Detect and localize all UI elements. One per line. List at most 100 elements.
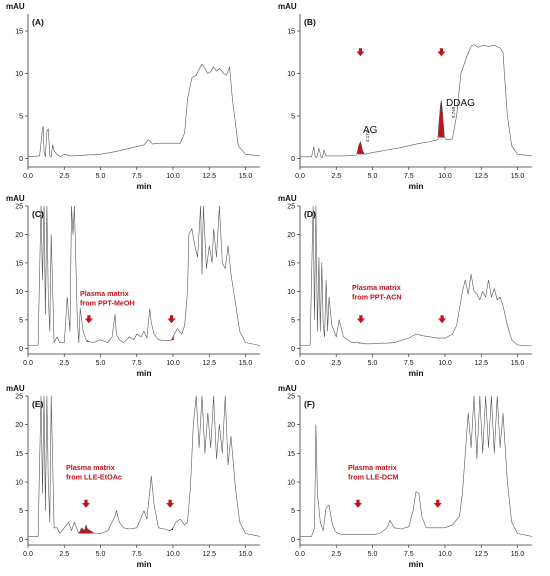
x-tick-label: 0.0 (295, 551, 305, 558)
y-tick-label: 10 (287, 71, 295, 78)
x-tick-label: 2.5 (59, 360, 69, 367)
x-tick-label: 12.5 (474, 551, 488, 558)
peak-arrow-marker (84, 315, 93, 324)
y-tick-label: 20 (287, 422, 295, 429)
x-tick-label: 7.5 (132, 173, 142, 180)
x-tick-label: 15.0 (239, 551, 253, 558)
y-tick-label: 5 (291, 114, 295, 121)
x-tick-label: 10.0 (438, 551, 452, 558)
matrix-annotation-line: from PPT-ACN (352, 293, 402, 302)
y-tick-label: 0 (291, 346, 295, 353)
panel-label: (C) (32, 209, 44, 219)
x-tick-label: 15.0 (511, 551, 525, 558)
matrix-annotation-line: from LLE-DCM (348, 473, 398, 482)
x-tick-label: 10.0 (438, 173, 452, 180)
y-tick-label: 15 (15, 260, 23, 267)
y-tick-label: 25 (15, 204, 23, 211)
x-tick-label: 2.5 (331, 173, 341, 180)
x-axis-title: min (136, 368, 151, 378)
x-tick-label: 15.0 (239, 173, 253, 180)
peak-name-label: AG (363, 125, 378, 136)
y-unit-label: mAU (6, 194, 25, 203)
y-tick-label: 0 (19, 537, 23, 544)
y-unit-label: mAU (278, 2, 297, 11)
y-tick-label: 0 (291, 156, 295, 163)
x-tick-label: 2.5 (59, 551, 69, 558)
chromatogram-panel: 0 5 10 15 20 25 0.0 2.5 5.0 7.5 10.0 12.5 15.0 mAU min… (6, 194, 261, 378)
peak-arrow-marker (438, 315, 447, 324)
y-tick-label: 10 (287, 479, 295, 486)
chromatogram-trace (28, 395, 261, 537)
retention-time-label: 9.748 (451, 106, 456, 118)
x-tick-label: 0.0 (295, 173, 305, 180)
y-tick-label: 25 (287, 204, 295, 211)
panel-label: (D) (304, 209, 316, 219)
peak-highlight (167, 527, 173, 531)
y-tick-label: 20 (15, 422, 23, 429)
x-axis-title: min (136, 559, 151, 569)
x-tick-label: 2.5 (331, 551, 341, 558)
y-tick-label: 0 (19, 156, 23, 163)
x-tick-label: 10.0 (166, 551, 180, 558)
x-tick-label: 0.0 (23, 173, 33, 180)
panel-label: (F) (304, 399, 315, 409)
chromatogram-panel: 0 5 10 15 0.0 2.5 5.0 7.5 10.0 12.5 15.0 mAU min (B) A… (278, 2, 533, 191)
x-tick-label: 5.0 (96, 173, 106, 180)
x-axis-title: min (408, 368, 423, 378)
chromatogram-trace (300, 44, 533, 158)
matrix-annotation-line: Plasma matrix (66, 463, 115, 472)
y-tick-label: 0 (19, 346, 23, 353)
x-tick-label: 5.0 (96, 360, 106, 367)
y-tick-label: 25 (287, 394, 295, 401)
y-tick-label: 15 (15, 451, 23, 458)
y-tick-label: 10 (15, 71, 23, 78)
x-tick-label: 15.0 (239, 360, 253, 367)
x-tick-label: 7.5 (404, 360, 414, 367)
peak-arrow-marker (356, 48, 365, 57)
y-unit-label: mAU (278, 384, 297, 393)
chromatogram-panel: 0 5 10 15 0.0 2.5 5.0 7.5 10.0 12.5 15.0 mAU min (A) (6, 2, 261, 191)
peak-name-label: DDAG (446, 98, 475, 109)
x-tick-label: 0.0 (295, 360, 305, 367)
chromatogram-trace (300, 395, 533, 537)
x-axis-title: min (408, 181, 423, 191)
y-tick-label: 15 (15, 29, 23, 36)
chromatogram-trace (300, 205, 533, 347)
y-unit-label: mAU (6, 384, 25, 393)
matrix-annotation-line: Plasma matrix (348, 463, 397, 472)
x-tick-label: 15.0 (511, 360, 525, 367)
peak-arrow-marker (356, 315, 365, 324)
retention-time-label: 4.174 (365, 130, 370, 142)
peak-arrow-marker (354, 499, 362, 508)
x-tick-label: 7.5 (404, 173, 414, 180)
peak-arrow-marker (433, 499, 442, 508)
x-tick-label: 2.5 (331, 360, 341, 367)
chromatogram-panel: 0 5 10 15 20 25 0.0 2.5 5.0 7.5 10.0 12.5 15.0 mAU min… (278, 194, 533, 378)
chromatogram-trace (27, 63, 261, 158)
x-tick-label: 12.5 (202, 551, 216, 558)
x-tick-label: 12.5 (474, 360, 488, 367)
y-tick-label: 5 (19, 114, 23, 121)
x-tick-label: 7.5 (132, 360, 142, 367)
y-tick-label: 20 (15, 232, 23, 239)
y-tick-label: 5 (291, 508, 295, 515)
matrix-annotation-line: Plasma matrix (80, 289, 129, 298)
panel-label: (A) (32, 17, 44, 27)
x-tick-label: 15.0 (511, 173, 525, 180)
y-unit-label: mAU (278, 194, 297, 203)
chromatogram-trace (28, 205, 261, 346)
peak-arrow-marker (167, 315, 176, 324)
x-tick-label: 5.0 (368, 360, 378, 367)
chromatogram-panel: 0 5 10 15 20 25 0.0 2.5 5.0 7.5 10.0 12.5 15.0 mAU min… (278, 384, 533, 569)
x-tick-label: 7.5 (404, 551, 414, 558)
matrix-annotation-line: from LLE-EtOAc (66, 473, 122, 482)
x-tick-label: 5.0 (368, 173, 378, 180)
x-tick-label: 12.5 (202, 360, 216, 367)
y-tick-label: 0 (291, 537, 295, 544)
peak-highlight (86, 340, 92, 342)
y-tick-label: 5 (291, 317, 295, 324)
y-tick-label: 20 (287, 232, 295, 239)
x-tick-label: 10.0 (438, 360, 452, 367)
peak-arrow-marker (166, 499, 175, 508)
